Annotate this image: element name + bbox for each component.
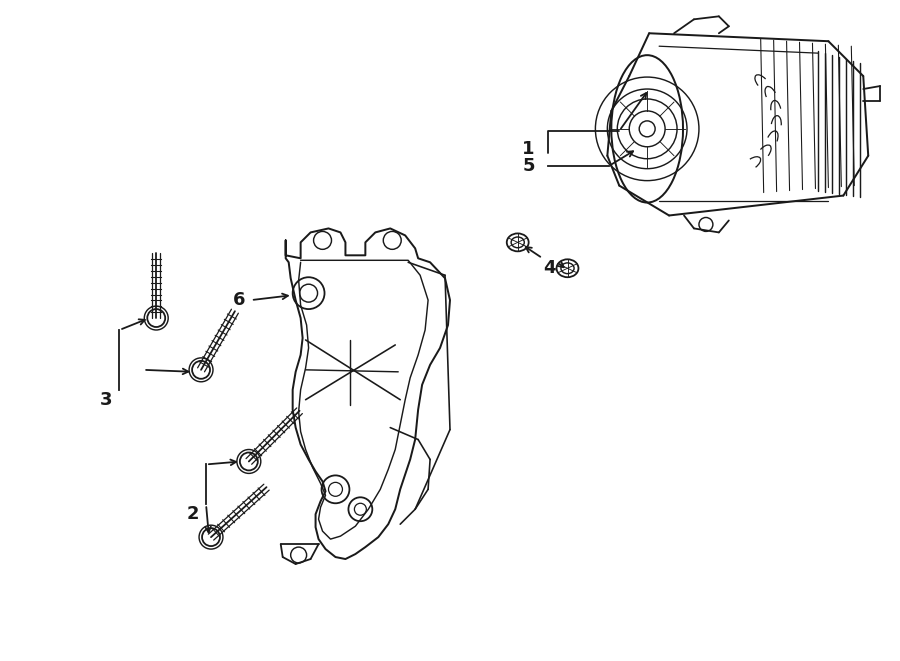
Text: 6: 6 xyxy=(232,291,245,309)
Text: 3: 3 xyxy=(100,391,112,408)
Text: 4: 4 xyxy=(544,259,556,277)
Text: 5: 5 xyxy=(522,157,535,175)
Text: 2: 2 xyxy=(187,505,199,524)
Text: 1: 1 xyxy=(522,139,535,158)
